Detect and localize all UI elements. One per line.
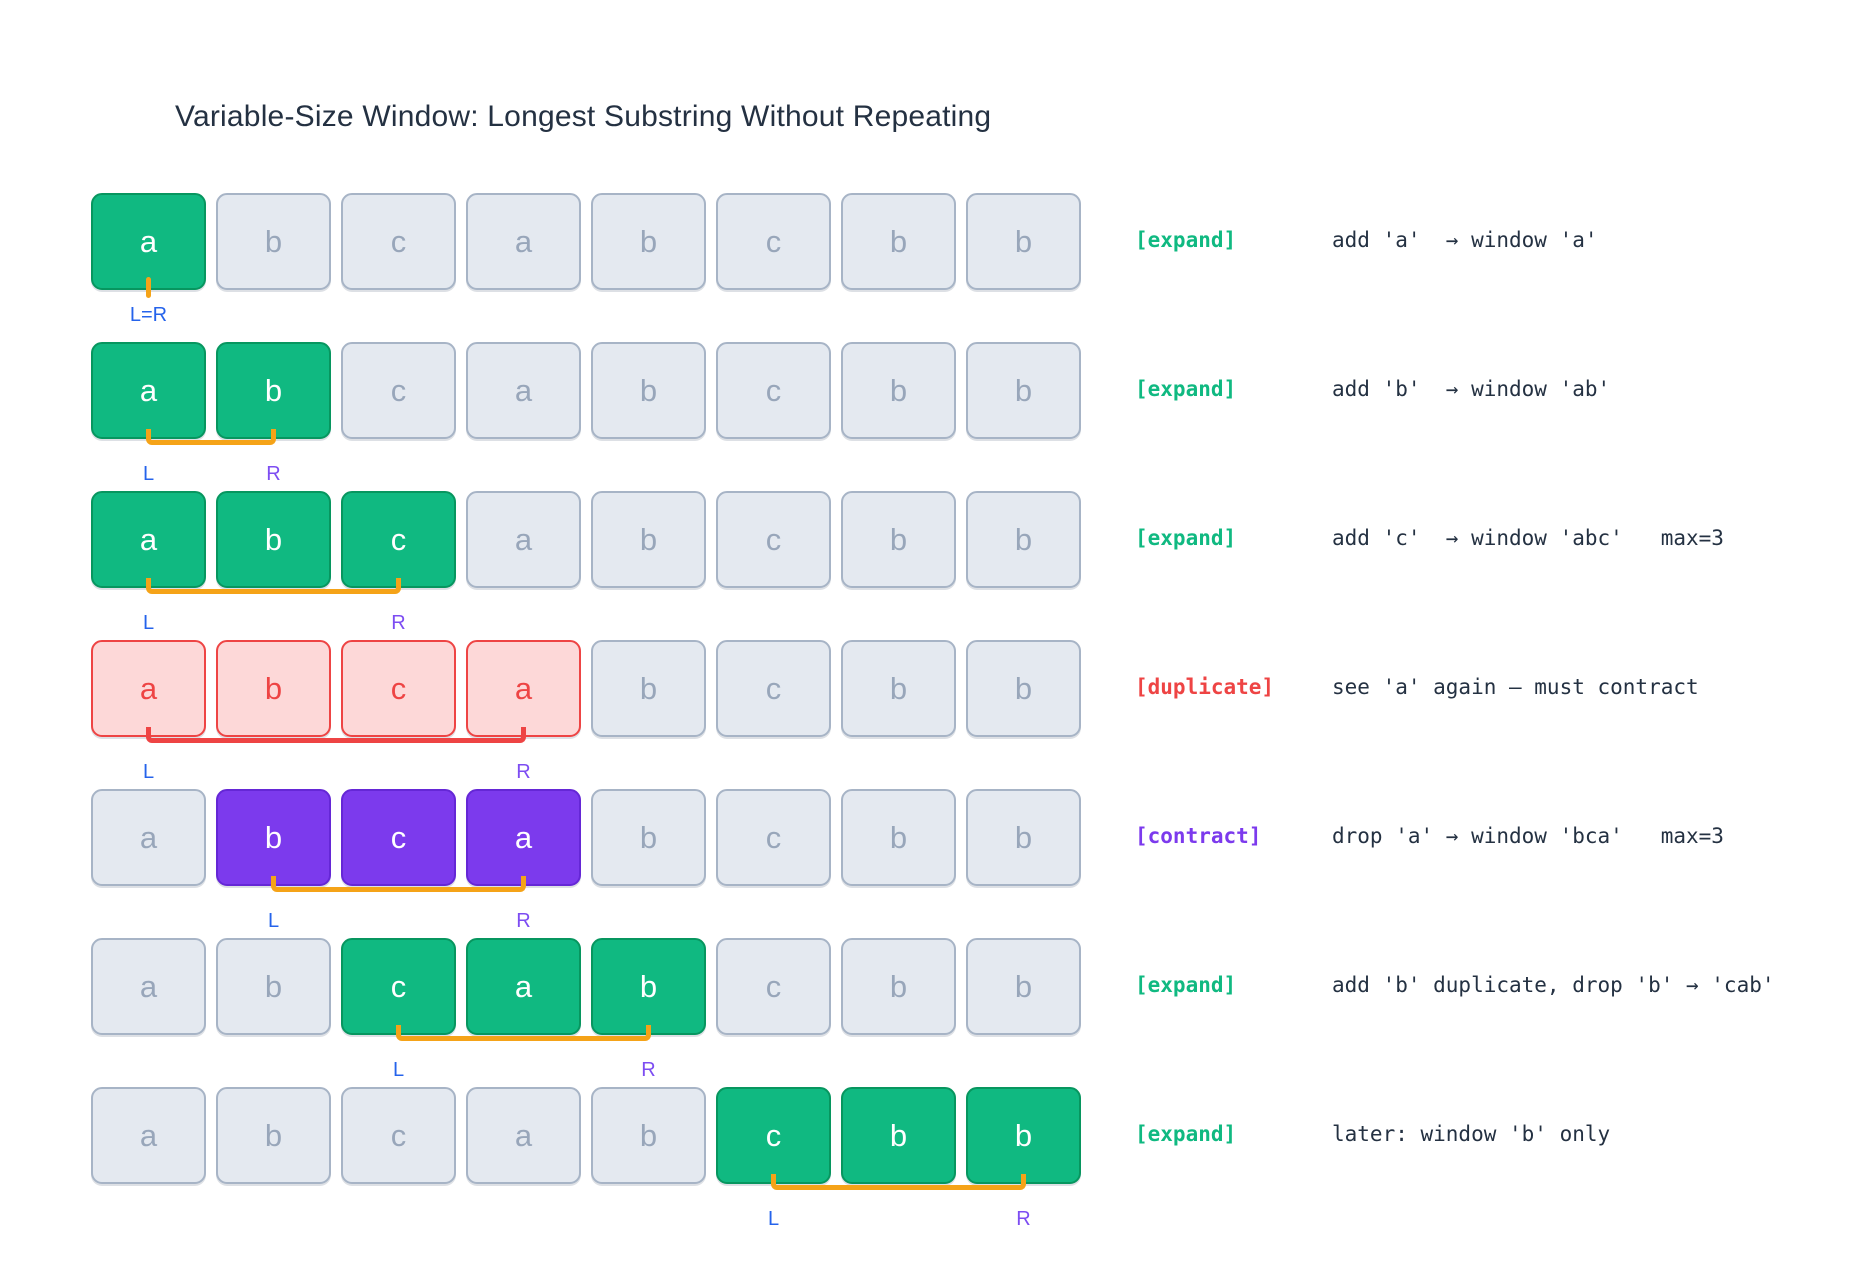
operation-tag: [contract] [1135, 824, 1262, 848]
operation-description: add 'b' duplicate, drop 'b' → 'cab' [1332, 973, 1775, 997]
char-cell: c [341, 789, 456, 886]
char-cell: c [341, 193, 456, 290]
char-cell: c [341, 491, 456, 588]
char-cell: c [716, 193, 831, 290]
char-cell: c [716, 491, 831, 588]
char-cell: a [91, 640, 206, 737]
char-cell: b [216, 938, 331, 1035]
operation-tag: [expand] [1135, 1122, 1237, 1146]
char-cell: b [591, 640, 706, 737]
pointer-label-right: R [516, 761, 531, 783]
char-cell: b [841, 1087, 956, 1184]
window-bracket [146, 578, 401, 594]
char-cell: b [966, 938, 1081, 1035]
char-cell: b [216, 491, 331, 588]
char-cell: b [841, 640, 956, 737]
char-cell: a [466, 789, 581, 886]
char-cell: c [716, 640, 831, 737]
operation-description: add 'b' → window 'ab' [1332, 377, 1611, 401]
operation-description: drop 'a' → window 'bca' max=3 [1332, 824, 1724, 848]
char-cell: a [91, 938, 206, 1035]
operation-description: see 'a' again — must contract [1332, 675, 1699, 699]
diagram-title: Variable-Size Window: Longest Substring … [175, 100, 992, 133]
operation-description: add 'c' → window 'abc' max=3 [1332, 526, 1724, 550]
char-cell: b [591, 938, 706, 1035]
window-bracket [396, 1025, 651, 1041]
char-cell: b [841, 193, 956, 290]
window-bracket [271, 876, 526, 892]
char-cell: b [591, 491, 706, 588]
char-cell: c [341, 640, 456, 737]
pointer-label-right: R [1016, 1208, 1031, 1230]
window-bracket [146, 429, 276, 445]
char-cell: b [841, 342, 956, 439]
pointer-label-left: L [267, 910, 280, 932]
operation-description: add 'a' → window 'a' [1332, 228, 1598, 252]
char-cell: b [591, 1087, 706, 1184]
char-cell: b [216, 789, 331, 886]
char-cell: a [466, 938, 581, 1035]
operation-tag: [expand] [1135, 377, 1237, 401]
char-cell: b [591, 342, 706, 439]
char-cell: a [91, 491, 206, 588]
char-cell: b [966, 342, 1081, 439]
char-cell: b [966, 491, 1081, 588]
window-bracket [146, 727, 526, 743]
char-cell: a [466, 640, 581, 737]
char-cell: a [466, 193, 581, 290]
char-cell: b [966, 789, 1081, 886]
char-cell: a [91, 342, 206, 439]
char-cell: c [716, 342, 831, 439]
pointer-label-left: L [142, 612, 155, 634]
pointer-label-right: R [516, 910, 531, 932]
char-cell: c [716, 938, 831, 1035]
char-cell: a [91, 1087, 206, 1184]
window-bracket [771, 1174, 1026, 1190]
char-cell: a [91, 193, 206, 290]
char-cell: c [341, 1087, 456, 1184]
operation-description: later: window 'b' only [1332, 1122, 1611, 1146]
char-cell: a [466, 491, 581, 588]
char-cell: b [966, 193, 1081, 290]
char-cell: b [216, 193, 331, 290]
char-cell: b [591, 193, 706, 290]
char-cell: b [216, 342, 331, 439]
pointer-tick [146, 277, 151, 298]
operation-tag: [duplicate] [1135, 675, 1275, 699]
char-cell: c [716, 789, 831, 886]
char-cell: b [216, 640, 331, 737]
char-cell: a [466, 342, 581, 439]
char-cell: b [216, 1087, 331, 1184]
char-cell: a [91, 789, 206, 886]
char-cell: c [341, 938, 456, 1035]
operation-tag: [expand] [1135, 973, 1237, 997]
pointer-label-right: R [641, 1059, 656, 1081]
pointer-label-left: L [142, 761, 155, 783]
char-cell: a [466, 1087, 581, 1184]
pointer-label-left: L [142, 463, 155, 485]
char-cell: b [841, 938, 956, 1035]
char-cell: b [591, 789, 706, 886]
pointer-label-right: R [391, 612, 406, 634]
pointer-label-right: R [266, 463, 281, 485]
char-cell: c [341, 342, 456, 439]
pointer-label-left: L [392, 1059, 405, 1081]
char-cell: b [966, 640, 1081, 737]
char-cell: b [841, 789, 956, 886]
pointer-label-left-equals-right: L=R [129, 304, 168, 326]
char-cell: c [716, 1087, 831, 1184]
char-cell: b [966, 1087, 1081, 1184]
operation-tag: [expand] [1135, 526, 1237, 550]
pointer-label-left: L [767, 1208, 780, 1230]
char-cell: b [841, 491, 956, 588]
operation-tag: [expand] [1135, 228, 1237, 252]
